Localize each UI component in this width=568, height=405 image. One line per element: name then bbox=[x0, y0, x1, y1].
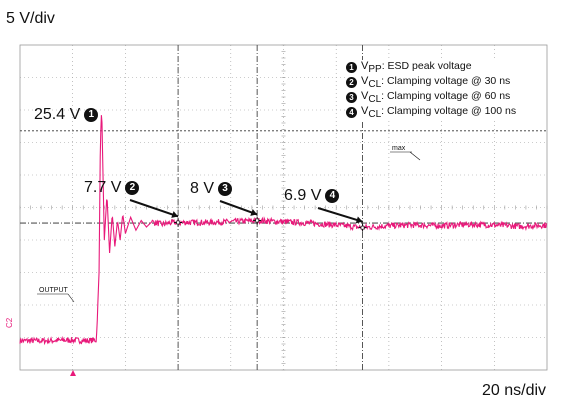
scope-misc: max OUTPUT C2 bbox=[5, 145, 421, 376]
legend-desc-4: : Clamping voltage @ 100 ns bbox=[381, 104, 517, 117]
annotation-arrowhead bbox=[171, 211, 179, 218]
legend-number-4: 4 bbox=[346, 107, 357, 118]
measurement-marker-center bbox=[360, 225, 365, 230]
legend-sub-3: CL bbox=[368, 94, 382, 106]
legend-symbol-3: V bbox=[361, 89, 369, 102]
max-tick bbox=[409, 151, 421, 161]
trace-group bbox=[19, 107, 548, 346]
vertical-scale-label: 5 V/div bbox=[6, 10, 55, 27]
legend-item-1: 1 VPP: ESD peak voltage bbox=[346, 60, 546, 75]
annotation-arrow bbox=[317, 207, 363, 223]
annotation-vcl-30ns: 7.7 V 2 bbox=[84, 179, 140, 197]
annotation-arrowhead bbox=[250, 209, 258, 216]
legend-sub-1: PP bbox=[368, 64, 382, 76]
trigger-marker bbox=[70, 370, 76, 376]
output-tick bbox=[67, 293, 75, 303]
measurement-markers bbox=[174, 216, 367, 232]
annotation-vcl-100ns-number: 4 bbox=[325, 189, 340, 203]
legend-desc-1: : ESD peak voltage bbox=[381, 59, 472, 72]
annotation-vcl-100ns: 6.9 V 4 bbox=[284, 187, 340, 205]
legend-text-3: VCL: Clamping voltage @ 60 ns bbox=[361, 90, 510, 105]
legend-symbol-2: V bbox=[361, 74, 369, 87]
legend-symbol-4: V bbox=[361, 104, 369, 117]
legend-text-2: VCL: Clamping voltage @ 30 ns bbox=[361, 75, 510, 90]
legend-item-3: 3 VCL: Clamping voltage @ 60 ns bbox=[346, 90, 546, 105]
legend-number-1: 1 bbox=[346, 62, 357, 73]
legend-item-2: 2 VCL: Clamping voltage @ 30 ns bbox=[346, 75, 546, 90]
measurement-marker-center bbox=[176, 220, 180, 225]
trace-line bbox=[19, 115, 548, 346]
channel-label: C2 bbox=[5, 317, 14, 328]
legend-number-3: 3 bbox=[346, 92, 357, 103]
legend-sub-4: CL bbox=[368, 109, 382, 121]
output-label: OUTPUT bbox=[39, 287, 69, 294]
legend-sub-2: CL bbox=[368, 79, 382, 91]
annotation-arrow bbox=[129, 199, 179, 218]
horizontal-scale-label: 20 ns/div bbox=[482, 382, 547, 399]
legend-desc-2: : Clamping voltage @ 30 ns bbox=[381, 74, 511, 87]
annotation-vcl-60ns: 8 V 3 bbox=[190, 180, 233, 198]
annotation-vcl-30ns-number: 2 bbox=[125, 181, 140, 195]
legend-text-4: VCL: Clamping voltage @ 100 ns bbox=[361, 105, 516, 120]
annotation-vcl-60ns-text: 8 V bbox=[190, 180, 215, 197]
measurement-marker-center bbox=[255, 218, 259, 223]
legend-symbol-1: V bbox=[361, 59, 369, 72]
legend-desc-3: : Clamping voltage @ 60 ns bbox=[381, 89, 511, 102]
annotation-arrowhead bbox=[355, 216, 363, 224]
time-cursors bbox=[177, 45, 363, 370]
annotation-arrows bbox=[129, 199, 363, 224]
legend-item-4: 4 VCL: Clamping voltage @ 100 ns bbox=[346, 105, 546, 120]
annotation-arrow bbox=[219, 200, 258, 216]
annotation-vpp-text: 25.4 V bbox=[34, 106, 81, 123]
legend: 1 VPP: ESD peak voltage 2 VCL: Clamping … bbox=[346, 60, 546, 120]
legend-text-1: VPP: ESD peak voltage bbox=[361, 60, 472, 75]
annotation-vpp-number: 1 bbox=[84, 108, 99, 122]
max-label: max bbox=[392, 145, 406, 152]
annotation-vpp: 25.4 V 1 bbox=[34, 106, 99, 124]
legend-number-2: 2 bbox=[346, 77, 357, 88]
annotation-vcl-30ns-text: 7.7 V bbox=[84, 179, 122, 196]
annotation-vcl-60ns-number: 3 bbox=[218, 182, 233, 196]
annotation-vcl-100ns-text: 6.9 V bbox=[284, 187, 322, 204]
